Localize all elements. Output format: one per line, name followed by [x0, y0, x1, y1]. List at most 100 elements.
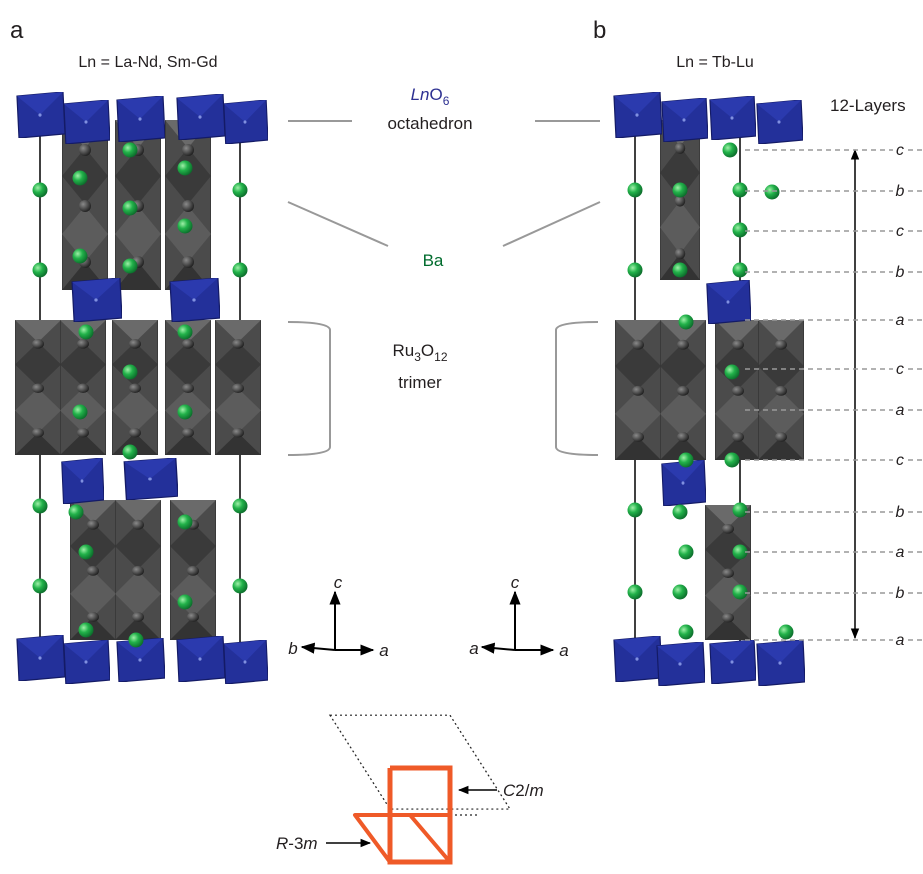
- ba-atom: [123, 445, 138, 460]
- leader-line: [503, 202, 600, 246]
- ba-atom: [628, 585, 643, 600]
- ba-atom: [679, 625, 694, 640]
- octahedron: [117, 96, 165, 142]
- octahedron: [757, 640, 805, 686]
- bracket: [288, 322, 330, 455]
- ba-atom: [33, 263, 48, 278]
- octahedron: [17, 92, 65, 138]
- ba-atom: [679, 315, 694, 330]
- octahedron: [177, 94, 225, 140]
- symbol-part: -3: [288, 834, 303, 853]
- ba-atom: [129, 633, 144, 648]
- octahedron-label: octahedron: [387, 114, 472, 133]
- octahedron: [614, 636, 662, 682]
- ba-atom: [33, 579, 48, 594]
- axis-label: b: [288, 639, 297, 658]
- layer-label: c: [896, 223, 904, 240]
- ba-atom: [679, 453, 694, 468]
- trimer: [170, 500, 216, 640]
- octahedron: [64, 100, 110, 144]
- ba-atom: [73, 171, 88, 186]
- ba-atom: [178, 161, 193, 176]
- symbol-part: 2/: [515, 781, 529, 800]
- formula-part: O: [421, 341, 434, 360]
- trimer: [115, 500, 161, 640]
- trimer: [165, 120, 211, 290]
- formula-part: Ru: [392, 341, 414, 360]
- layer-label: a: [896, 632, 905, 649]
- octahedron: [707, 280, 751, 324]
- trimer: [615, 320, 661, 460]
- ba-atom: [725, 453, 740, 468]
- axis-arrow: [302, 647, 335, 650]
- stacking-title: 12-Layers: [830, 96, 906, 115]
- ba-atom: [628, 183, 643, 198]
- ba-atom: [723, 143, 738, 158]
- axes-b: [482, 592, 553, 650]
- symbol-part: C: [503, 781, 516, 800]
- ba-atom: [123, 201, 138, 216]
- ba-atom: [178, 325, 193, 340]
- octahedron: [17, 635, 65, 681]
- trimer: [112, 320, 158, 455]
- ba-atom: [733, 183, 748, 198]
- trimer-formula: Ru3O12: [392, 341, 447, 364]
- octahedron: [710, 96, 756, 140]
- ba-atom: [733, 503, 748, 518]
- ba-atom: [679, 545, 694, 560]
- ba-atom: [79, 325, 94, 340]
- formula-subscript: 6: [443, 94, 450, 108]
- ba-atom: [123, 143, 138, 158]
- trimer: [165, 320, 211, 455]
- ba-atom: [233, 499, 248, 514]
- ba-atom: [733, 263, 748, 278]
- r3m-label: R-3m: [276, 834, 318, 853]
- trimer: [115, 120, 161, 290]
- axis-arrow: [482, 647, 515, 650]
- cell-outline: [330, 715, 510, 809]
- structure-b: [614, 92, 805, 686]
- ba-atom: [628, 263, 643, 278]
- figure: a b Ln = La-Nd, Sm-Gd Ln = Tb-Lu: [0, 0, 923, 869]
- axis-label: c: [334, 573, 343, 592]
- symbol-part: R: [276, 834, 288, 853]
- axis-label: c: [511, 573, 520, 592]
- axes-a: [302, 592, 373, 650]
- unit-cells: [326, 715, 510, 862]
- axis-label: a: [469, 639, 478, 658]
- octahedron: [124, 458, 178, 500]
- octahedron: [64, 640, 110, 684]
- ba-atom: [233, 263, 248, 278]
- layer-label: a: [896, 544, 905, 561]
- trimer: [62, 120, 108, 290]
- ba-atom: [123, 365, 138, 380]
- layer-label: b: [896, 504, 905, 521]
- octahedron: [224, 640, 268, 684]
- ba-atom: [673, 585, 688, 600]
- ba-atom: [178, 405, 193, 420]
- ba-atom: [79, 545, 94, 560]
- page: {"panels":[ {"label":"a","subtitle":"Ln …: [0, 0, 923, 869]
- layer-label: c: [896, 142, 904, 159]
- layer-label: a: [896, 312, 905, 329]
- trimer-label: trimer: [398, 373, 442, 392]
- leader-lines: [288, 121, 600, 455]
- ba-atom: [673, 183, 688, 198]
- layer-label: b: [896, 264, 905, 281]
- axis-label: a: [559, 641, 568, 660]
- formula-part: O: [430, 85, 443, 104]
- octahedron: [657, 642, 705, 686]
- ba-atom: [178, 595, 193, 610]
- ba-atom: [733, 223, 748, 238]
- layer-label: b: [896, 585, 905, 602]
- symbol-part: m: [303, 834, 317, 853]
- panel-label: b: [593, 17, 606, 44]
- formula-subscript: 12: [434, 350, 448, 364]
- trimer: [758, 320, 804, 460]
- layer-label: a: [896, 402, 905, 419]
- octahedron: [62, 458, 104, 504]
- ba-atom: [33, 499, 48, 514]
- trimer: [705, 505, 751, 640]
- trimer: [660, 120, 700, 280]
- ba-atom: [673, 263, 688, 278]
